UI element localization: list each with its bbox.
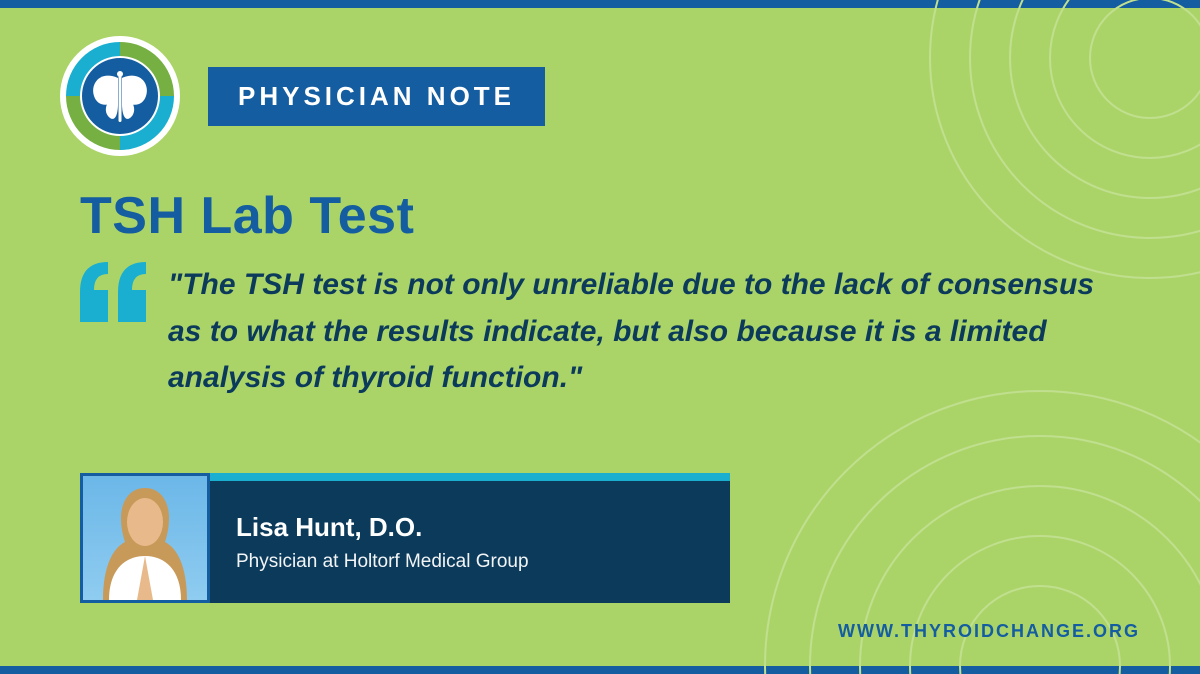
quote-icon bbox=[80, 262, 150, 322]
footer-url: WWW.THYROIDCHANGE.ORG bbox=[838, 621, 1140, 642]
page-title: TSH Lab Test bbox=[80, 186, 414, 246]
author-role: Physician at Holtorf Medical Group bbox=[236, 551, 682, 573]
badge-physician-note: PHYSICIAN NOTE bbox=[208, 67, 545, 126]
quote-text: "The TSH test is not only unreliable due… bbox=[168, 262, 1120, 402]
author-info: Lisa Hunt, D.O. Physician at Holtorf Med… bbox=[210, 473, 730, 603]
author-photo bbox=[80, 473, 210, 603]
header: PHYSICIAN NOTE bbox=[60, 36, 545, 156]
author-name: Lisa Hunt, D.O. bbox=[236, 512, 682, 543]
author-card: Lisa Hunt, D.O. Physician at Holtorf Med… bbox=[80, 473, 730, 603]
quote-block: "The TSH test is not only unreliable due… bbox=[80, 262, 1120, 402]
org-logo bbox=[60, 36, 180, 156]
rings-top-right bbox=[920, 0, 1200, 288]
infographic-canvas: PHYSICIAN NOTE TSH Lab Test "The TSH tes… bbox=[0, 0, 1200, 674]
